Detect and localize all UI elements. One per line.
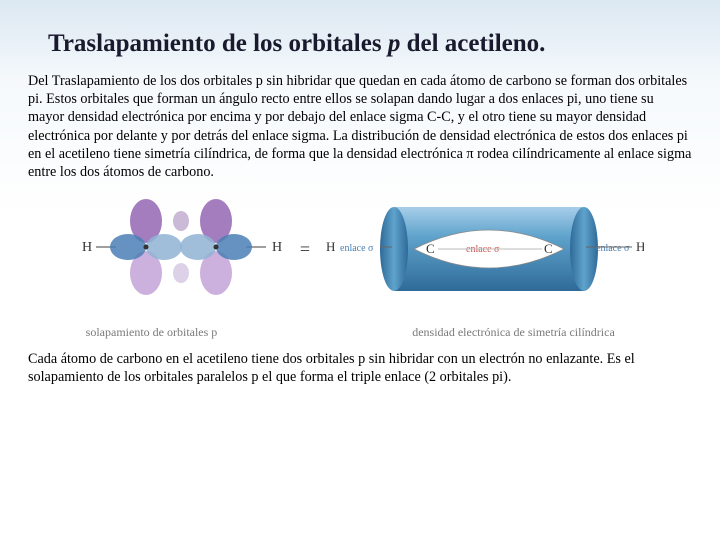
title-italic: p (388, 30, 401, 57)
right-caption: densidad electrónica de simetría cilíndr… (354, 325, 674, 340)
h-right-label: H (272, 240, 282, 255)
sigma-label-left: enlace σ (340, 243, 374, 254)
orbital-overlap-figure: H H (76, 189, 286, 309)
equals-sign: = (300, 239, 310, 260)
cyl-h-left: H (326, 239, 335, 254)
c-right-label: C (544, 241, 553, 256)
captions-row: solapamiento de orbitales p densidad ele… (28, 319, 692, 340)
left-caption: solapamiento de orbitales p (47, 325, 257, 340)
title-pre: Traslapamiento de los orbitales (48, 30, 388, 57)
orbital-svg: H H (76, 189, 286, 309)
cylinder-figure: H enlace σ (324, 189, 644, 309)
sigma-label-right: enlace σ (596, 243, 630, 254)
page-title: Traslapamiento de los orbitales p del ac… (48, 30, 692, 58)
cylinder-svg: H enlace σ (324, 189, 644, 309)
h-left-label: H (82, 240, 92, 255)
c-left-label: C (426, 241, 435, 256)
title-post: del acetileno. (400, 30, 545, 57)
paragraph-1: Del Traslapamiento de los dos orbitales … (28, 72, 692, 181)
cyl-h-right: H (636, 239, 644, 254)
diagram-container: H H (28, 189, 692, 309)
paragraph-2: Cada átomo de carbono en el acetileno ti… (28, 350, 692, 386)
